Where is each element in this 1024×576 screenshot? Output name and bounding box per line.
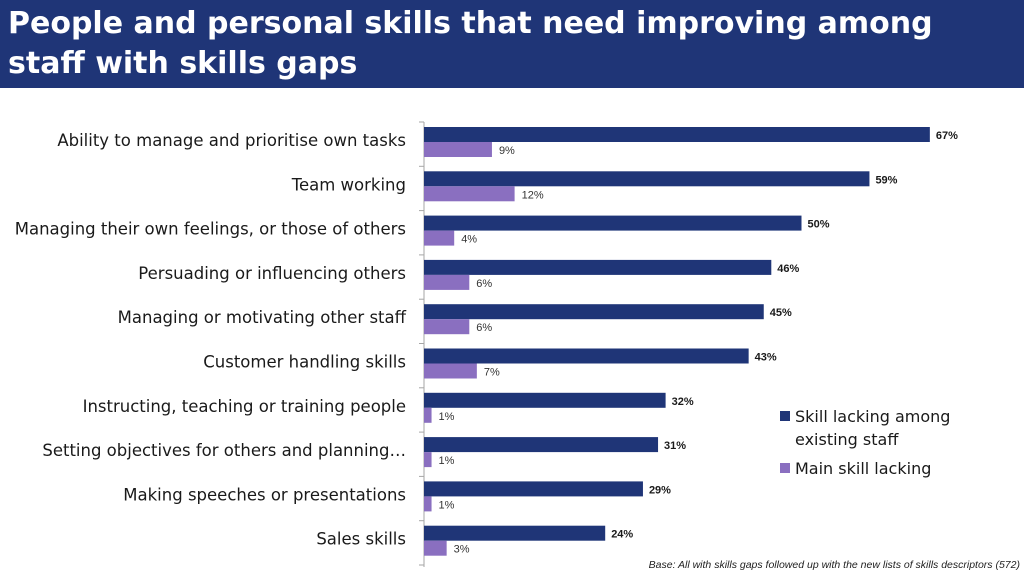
legend-label-skill-lacking: existing staff (795, 430, 899, 449)
category-label: Making speeches or presentations (123, 485, 406, 504)
bar-main-skill-lacking (424, 186, 515, 202)
data-label-skill-lacking: 24% (611, 529, 633, 541)
data-label-main-skill-lacking: 9% (499, 145, 515, 157)
data-label-main-skill-lacking: 1% (439, 455, 455, 467)
data-label-main-skill-lacking: 6% (476, 322, 492, 334)
chart-title: People and personal skills that need imp… (8, 6, 933, 81)
data-label-skill-lacking: 59% (875, 174, 897, 186)
data-label-skill-lacking: 32% (672, 396, 694, 408)
data-label-main-skill-lacking: 1% (439, 499, 455, 511)
category-label: Persuading or influencing others (138, 264, 406, 283)
legend-label-main-skill-lacking: Main skill lacking (795, 459, 931, 478)
data-label-main-skill-lacking: 3% (454, 544, 470, 556)
bar-skill-lacking (424, 304, 764, 320)
data-label-main-skill-lacking: 12% (522, 189, 544, 201)
data-label-skill-lacking: 31% (664, 440, 686, 452)
legend-label-skill-lacking: Skill lacking among (795, 407, 950, 426)
category-label: Instructing, teaching or training people (83, 397, 406, 416)
legend-swatch-main-skill-lacking (780, 463, 790, 473)
bar-main-skill-lacking (424, 142, 492, 157)
bar-main-skill-lacking (424, 540, 447, 556)
bar-main-skill-lacking (424, 319, 470, 335)
bar-skill-lacking (424, 171, 870, 187)
data-label-skill-lacking: 45% (770, 307, 792, 319)
bar-skill-lacking (424, 481, 643, 497)
data-label-skill-lacking: 46% (777, 263, 799, 275)
category-label: Team working (291, 175, 406, 194)
category-label: Ability to manage and prioritise own tas… (57, 131, 406, 150)
category-label: Managing their own feelings, or those of… (15, 220, 406, 239)
data-label-skill-lacking: 29% (649, 484, 671, 496)
bar-skill-lacking (424, 525, 606, 541)
category-label: Sales skills (316, 530, 406, 549)
bar-skill-lacking (424, 259, 772, 275)
bar-skill-lacking (424, 437, 659, 453)
data-label-skill-lacking: 50% (808, 219, 830, 231)
data-label-main-skill-lacking: 6% (476, 278, 492, 290)
bar-main-skill-lacking (424, 274, 470, 290)
title-bar: People and personal skills that need imp… (0, 0, 1024, 88)
bar-main-skill-lacking (424, 363, 477, 379)
bar-main-skill-lacking (424, 230, 455, 246)
bar-skill-lacking (424, 348, 749, 364)
bar-main-skill-lacking (424, 452, 432, 468)
bar-skill-lacking (424, 392, 666, 408)
data-label-skill-lacking: 43% (755, 352, 777, 364)
bar-skill-lacking (424, 215, 802, 231)
category-label: Setting objectives for others and planni… (42, 441, 406, 460)
data-label-skill-lacking: 67% (936, 130, 958, 142)
bar-skill-lacking (424, 127, 930, 142)
data-label-main-skill-lacking: 1% (439, 411, 455, 423)
base-footnote: Base: All with skills gaps followed up w… (648, 559, 1020, 571)
bar-chart: Ability to manage and prioritise own tas… (15, 121, 958, 567)
bar-main-skill-lacking (424, 496, 432, 512)
bar-main-skill-lacking (424, 407, 432, 423)
category-label: Managing or motivating other staff (118, 308, 407, 327)
data-label-main-skill-lacking: 4% (461, 234, 477, 246)
data-label-main-skill-lacking: 7% (484, 367, 500, 379)
legend-swatch-skill-lacking (780, 411, 790, 421)
category-label: Customer handling skills (203, 353, 406, 372)
